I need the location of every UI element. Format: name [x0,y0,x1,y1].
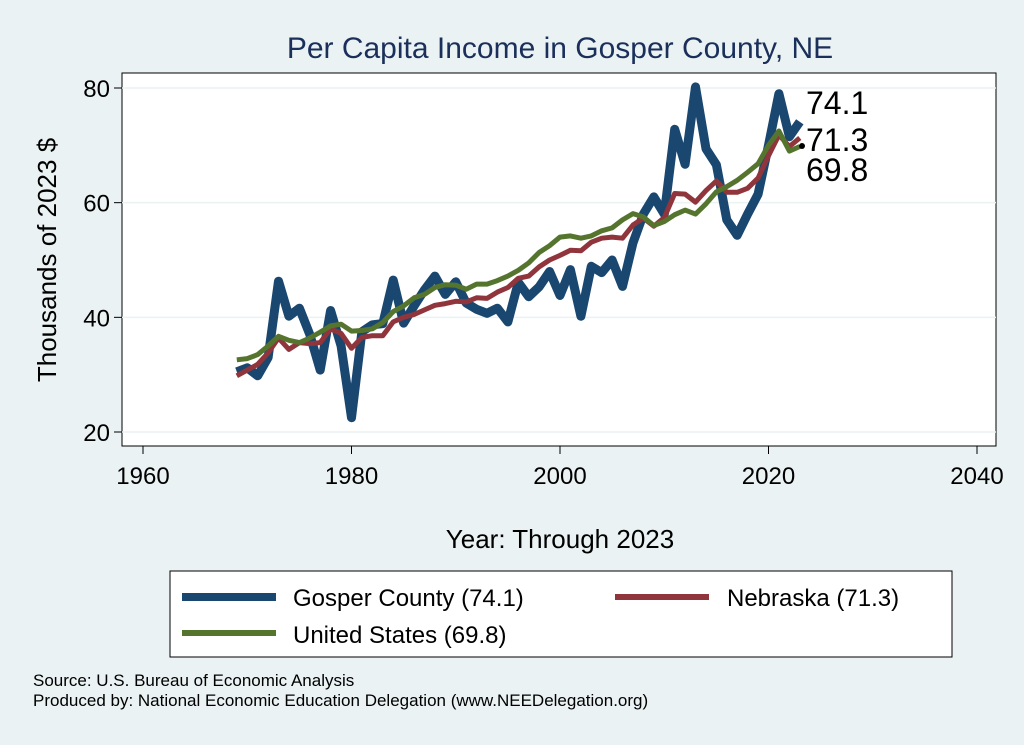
footer-produced-by: Produced by: National Economic Education… [33,691,649,710]
end-label-gosper: 74.1 [806,85,868,121]
plot-area [121,72,997,447]
end-label-us: 69.8 [806,152,868,188]
chart-title: Per Capita Income in Gosper County, NE [287,32,833,65]
y-tick-label: 20 [83,420,110,447]
gridlines [122,87,996,433]
x-tick-label: 1980 [325,463,378,490]
x-tick-label: 2000 [533,463,586,490]
y-axis: 20 40 60 80 [83,76,122,447]
end-labels: 74.171.369.8 [799,85,868,188]
legend-label-gosper: Gosper County (74.1) [293,585,524,612]
legend: Gosper County (74.1) Nebraska (71.3) Uni… [169,570,953,658]
end-label-nebraska: 71.3 [806,122,868,158]
x-tick-label: 1960 [116,463,169,490]
legend-label-nebraska: Nebraska (71.3) [727,585,899,612]
y-tick-label: 60 [83,191,110,218]
series-line-us [236,128,801,363]
y-tick-label: 80 [83,76,110,103]
footer-source: Source: U.S. Bureau of Economic Analysis [33,671,355,690]
series-lines [235,82,804,423]
end-marker [799,143,805,149]
series-line-gosper [235,82,804,423]
legend-label-us: United States (69.8) [293,622,506,649]
x-axis: 1960 1980 2000 2020 2040 [116,446,1004,490]
legend-box [169,570,953,658]
x-tick-label: 2040 [950,463,1003,490]
y-axis-title: Thousands of 2023 $ [32,137,62,382]
x-tick-label: 2020 [742,463,795,490]
y-tick-label: 40 [83,305,110,332]
x-axis-title: Year: Through 2023 [446,524,674,554]
